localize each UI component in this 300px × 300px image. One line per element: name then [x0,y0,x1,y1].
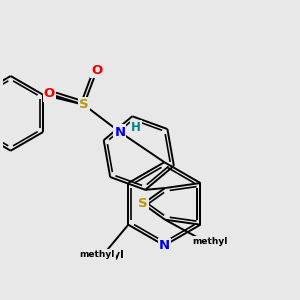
Text: N: N [114,125,125,139]
Text: S: S [79,98,89,111]
Text: O: O [44,88,55,100]
Text: methyl: methyl [193,237,228,246]
Text: methyl: methyl [83,250,124,260]
Text: N: N [159,239,170,252]
Text: methyl: methyl [83,250,124,260]
Text: O: O [91,64,103,77]
Text: H: H [131,121,141,134]
Text: S: S [138,197,148,210]
Text: methyl: methyl [80,250,115,260]
